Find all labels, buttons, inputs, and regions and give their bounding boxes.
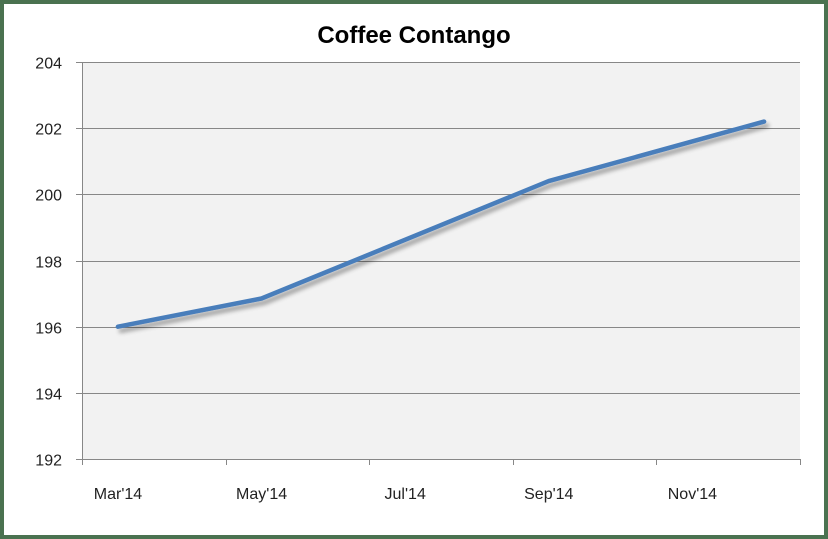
plot-area xyxy=(82,62,800,459)
x-tick-label: Sep'14 xyxy=(524,486,573,503)
x-tick-label: Nov'14 xyxy=(668,486,717,503)
x-tick-label: Jul'14 xyxy=(385,486,426,503)
x-axis: Mar'14 May'14 Jul'14 Sep'14 Nov'14 xyxy=(82,459,801,503)
series-line xyxy=(115,119,767,329)
x-tick-label: May'14 xyxy=(236,486,287,503)
y-tick-label: 202 xyxy=(35,122,62,139)
x-tick-label: Mar'14 xyxy=(94,486,143,503)
y-tick-label: 204 xyxy=(35,56,62,73)
y-axis: 192 194 196 198 200 202 204 xyxy=(35,56,83,470)
y-tick-label: 196 xyxy=(35,321,62,338)
y-tick-label: 200 xyxy=(35,188,62,205)
y-tick-label: 192 xyxy=(35,453,62,470)
y-tick-label: 198 xyxy=(35,255,62,272)
chart-title: Coffee Contango xyxy=(317,22,511,49)
y-tick-label: 194 xyxy=(35,387,62,404)
gridlines xyxy=(76,62,800,460)
